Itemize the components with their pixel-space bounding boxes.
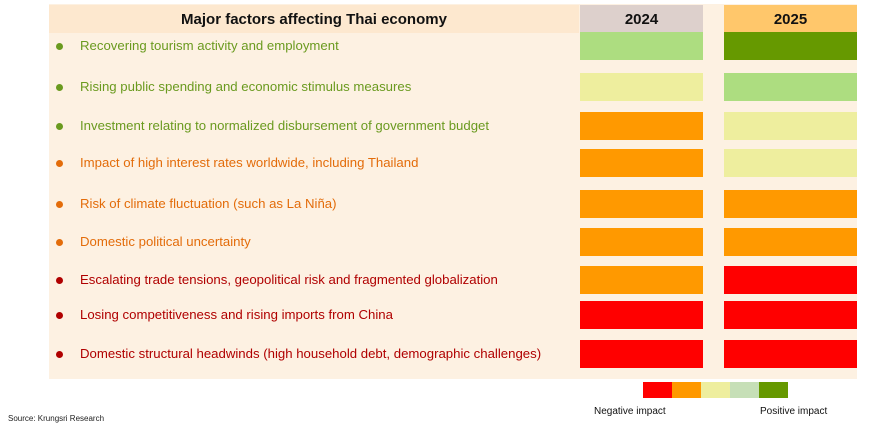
factor-label: Domestic structural headwinds (high hous… <box>80 339 541 369</box>
impact-cell-2024 <box>580 340 703 368</box>
legend-positive-label: Positive impact <box>760 406 827 417</box>
impact-cell-2024 <box>580 228 703 256</box>
impact-cell-2024 <box>580 149 703 177</box>
column-header-2024: 2024 <box>580 5 703 33</box>
bullet-icon <box>56 123 63 130</box>
factor-label: Risk of climate fluctuation (such as La … <box>80 189 337 219</box>
impact-legend <box>643 382 788 398</box>
factor-label: Recovering tourism activity and employme… <box>80 31 339 61</box>
legend-swatch <box>643 382 672 398</box>
bullet-icon <box>56 160 63 167</box>
factor-row: Escalating trade tensions, geopolitical … <box>0 265 870 295</box>
factor-label: Escalating trade tensions, geopolitical … <box>80 265 498 295</box>
source-note: Source: Krungsri Research <box>8 414 104 423</box>
impact-cell-2025 <box>724 32 857 60</box>
factor-label: Losing competitiveness and rising import… <box>80 300 393 330</box>
column-header-2025: 2025 <box>724 5 857 33</box>
impact-cell-2024 <box>580 112 703 140</box>
legend-swatch <box>672 382 701 398</box>
factor-row: Recovering tourism activity and employme… <box>0 31 870 61</box>
impact-cell-2025 <box>724 266 857 294</box>
impact-cell-2025 <box>724 228 857 256</box>
factor-row: Domestic political uncertainty <box>0 227 870 257</box>
legend-swatch <box>701 382 730 398</box>
factor-row: Impact of high interest rates worldwide,… <box>0 148 870 178</box>
legend-swatch <box>759 382 788 398</box>
impact-cell-2025 <box>724 149 857 177</box>
table-title: Major factors affecting Thai economy <box>49 5 579 33</box>
factor-row: Domestic structural headwinds (high hous… <box>0 339 870 369</box>
factor-row: Losing competitiveness and rising import… <box>0 300 870 330</box>
legend-negative-label: Negative impact <box>594 406 666 417</box>
bullet-icon <box>56 312 63 319</box>
bullet-icon <box>56 239 63 246</box>
bullet-icon <box>56 351 63 358</box>
impact-cell-2025 <box>724 112 857 140</box>
impact-cell-2024 <box>580 73 703 101</box>
impact-cell-2025 <box>724 73 857 101</box>
factor-row: Rising public spending and economic stim… <box>0 72 870 102</box>
factor-row: Investment relating to normalized disbur… <box>0 111 870 141</box>
bullet-icon <box>56 84 63 91</box>
factor-label: Investment relating to normalized disbur… <box>80 111 489 141</box>
factor-label: Impact of high interest rates worldwide,… <box>80 148 418 178</box>
impact-cell-2025 <box>724 301 857 329</box>
impact-cell-2025 <box>724 190 857 218</box>
impact-cell-2024 <box>580 32 703 60</box>
impact-cell-2024 <box>580 301 703 329</box>
factor-label: Domestic political uncertainty <box>80 227 251 257</box>
impact-cell-2024 <box>580 190 703 218</box>
legend-swatch <box>730 382 759 398</box>
impact-cell-2024 <box>580 266 703 294</box>
factor-row: Risk of climate fluctuation (such as La … <box>0 189 870 219</box>
factor-label: Rising public spending and economic stim… <box>80 72 411 102</box>
bullet-icon <box>56 277 63 284</box>
impact-cell-2025 <box>724 340 857 368</box>
bullet-icon <box>56 43 63 50</box>
bullet-icon <box>56 201 63 208</box>
